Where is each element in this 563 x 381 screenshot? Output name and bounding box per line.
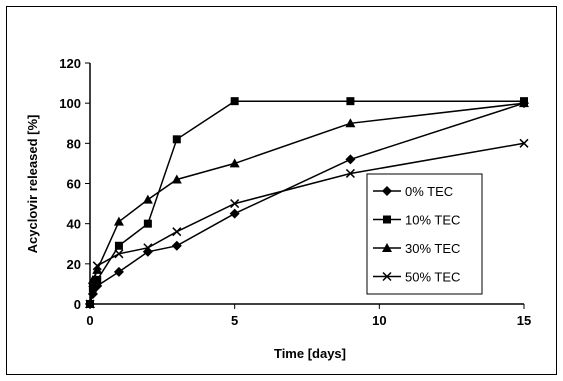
data-point: [114, 249, 124, 259]
axes: 0 20 40 60 80 100 120 0 5 10 15: [59, 56, 531, 328]
series-layer: [85, 97, 529, 309]
data-point: [172, 227, 182, 237]
data-point: [345, 168, 355, 178]
y-tick-label: 80: [67, 136, 81, 151]
y-tick-label: 20: [67, 257, 81, 272]
y-axis-title: Acyclovir released [%]: [25, 115, 40, 254]
x-axis-title: Time [days]: [274, 346, 346, 361]
data-point: [142, 194, 153, 204]
data-point: [519, 98, 529, 108]
data-point: [171, 240, 182, 251]
data-point: [229, 208, 240, 219]
x-tick-label: 15: [517, 313, 531, 328]
legend-label: 10% TEC: [405, 213, 460, 228]
legend-item: 30% TEC: [373, 241, 460, 256]
x-tick-label: 10: [372, 313, 386, 328]
legend-label: 0% TEC: [405, 184, 453, 199]
data-point: [143, 243, 153, 253]
x-tick-label: 5: [231, 313, 238, 328]
y-tick-label: 60: [67, 177, 81, 192]
legend-item: 0% TEC: [373, 184, 453, 199]
data-point: [88, 285, 98, 295]
data-point: [345, 154, 356, 165]
legend: 0% TEC 10% TEC 30% TEC 50% TEC: [366, 173, 483, 295]
y-tick-label: 100: [59, 96, 81, 111]
data-point: [92, 261, 102, 271]
data-point: [87, 274, 98, 284]
series-4: [85, 138, 529, 309]
data-point: [172, 135, 181, 144]
data-point: [85, 299, 95, 309]
legend-item: 50% TEC: [373, 270, 460, 285]
data-point: [93, 275, 102, 284]
legend-marker: [382, 271, 392, 282]
data-point: [345, 118, 356, 128]
data-point: [114, 241, 123, 250]
y-tick-label: 120: [59, 56, 81, 71]
data-point: [143, 219, 152, 228]
data-point: [230, 97, 239, 106]
y-tick-label: 40: [67, 217, 81, 232]
data-point: [519, 138, 529, 148]
data-point: [171, 174, 182, 184]
legend-item: 10% TEC: [373, 213, 460, 228]
legend-label: 30% TEC: [405, 241, 460, 256]
series-3: [85, 98, 529, 308]
legend-marker: [383, 215, 391, 224]
data-point: [346, 97, 355, 106]
legend-marker: [382, 243, 392, 252]
data-point: [113, 216, 124, 226]
y-tick-label: 0: [74, 297, 81, 312]
x-tick-label: 0: [86, 313, 93, 328]
legend-marker: [382, 186, 392, 196]
data-point: [113, 266, 124, 277]
legend-label: 50% TEC: [405, 270, 460, 285]
data-point: [229, 158, 240, 168]
data-point: [230, 199, 240, 209]
